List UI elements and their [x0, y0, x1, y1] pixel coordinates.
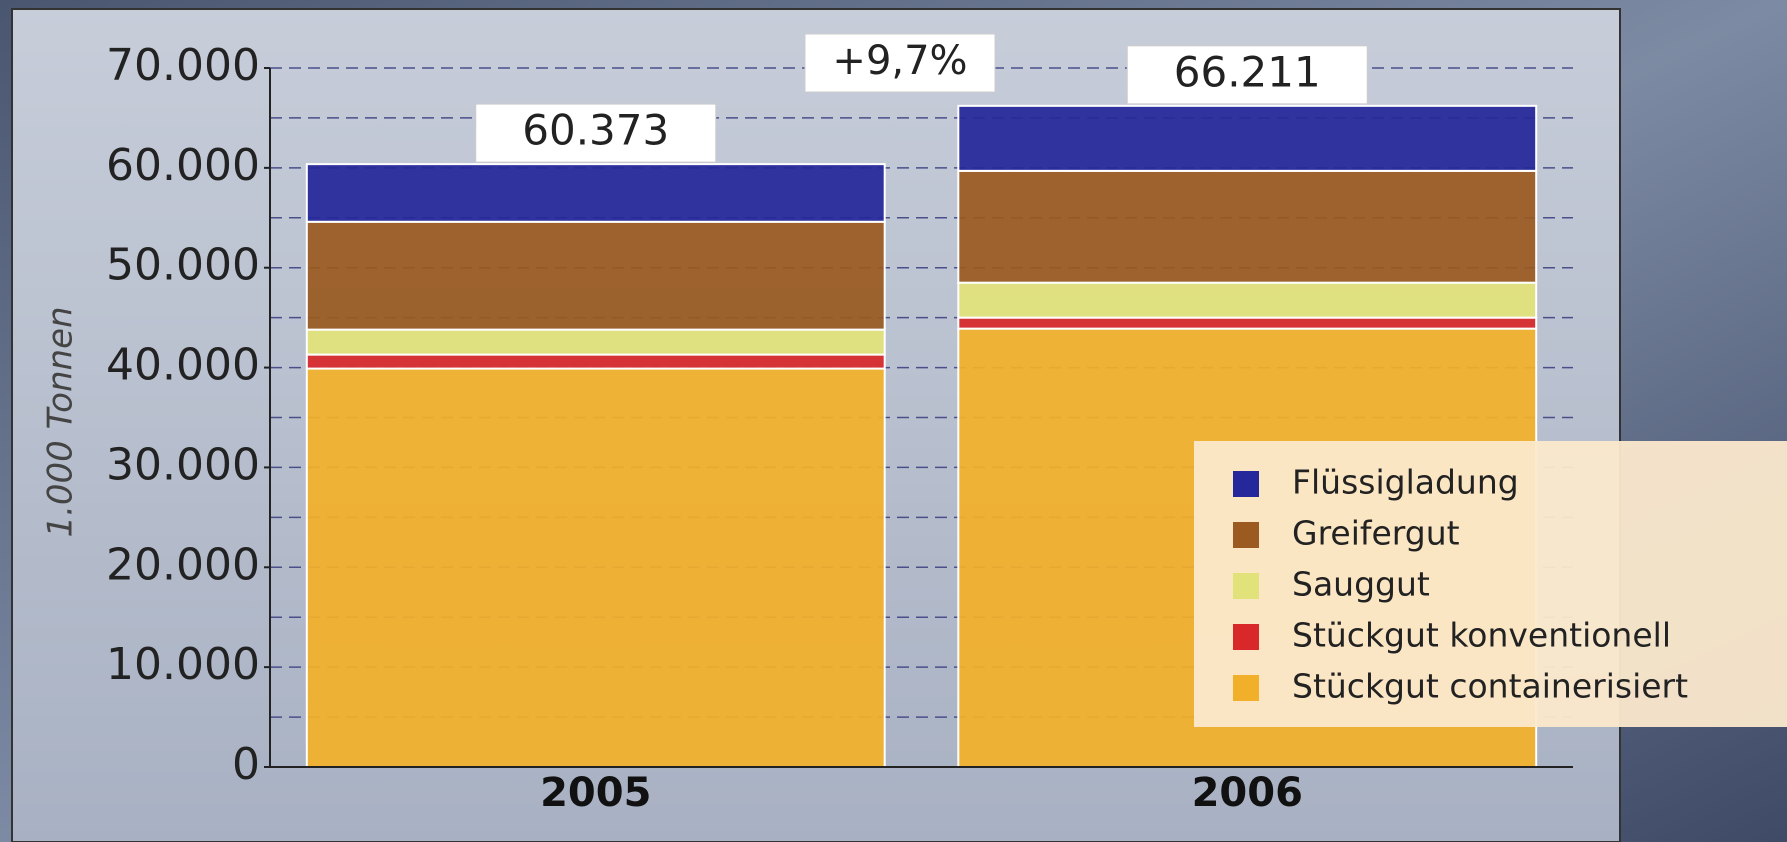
legend-label: Sauggut	[1292, 565, 1430, 604]
y-tick-label: 60.000	[106, 140, 260, 191]
legend-swatch	[1233, 471, 1259, 497]
y-tick-label: 50.000	[106, 240, 260, 291]
y-tick-label: 40.000	[106, 340, 260, 391]
y-axis-label: 1.000 Tonnen	[41, 306, 81, 537]
bar-segment	[305, 220, 886, 331]
bar-segment	[305, 328, 886, 356]
bar-segment	[957, 169, 1538, 284]
y-tick-label: 0	[232, 739, 260, 790]
x-tick-label: 2006	[1192, 770, 1303, 816]
total-label: 60.373	[522, 106, 669, 155]
y-tick-label: 70.000	[106, 40, 260, 91]
y-tick-label: 30.000	[106, 439, 260, 490]
x-tick-label: 2005	[540, 770, 651, 816]
legend-swatch	[1233, 522, 1259, 548]
legend-swatch	[1233, 573, 1259, 599]
legend-swatch	[1233, 675, 1259, 701]
total-box	[1126, 45, 1368, 105]
legend-box	[1194, 441, 1787, 727]
y-tick-label: 20.000	[106, 539, 260, 590]
annotation-box	[804, 33, 996, 93]
bar-segment	[305, 367, 886, 768]
legend-label: Stückgut konventionell	[1292, 616, 1671, 655]
bar-segment	[957, 104, 1538, 172]
bar-segment	[305, 163, 886, 223]
legend-label: Greifergut	[1292, 514, 1460, 553]
bar-segment	[957, 281, 1538, 319]
legend-swatch	[1233, 624, 1259, 650]
total-label: 66.211	[1174, 47, 1321, 96]
legend-label: Stückgut containerisiert	[1292, 667, 1688, 706]
bar-segment	[957, 316, 1538, 330]
annotation: +9,7%	[832, 38, 967, 84]
bar-segment	[305, 353, 886, 370]
y-tick-label: 10.000	[106, 639, 260, 690]
total-box	[475, 103, 717, 163]
legend-label: Flüssigladung	[1292, 463, 1519, 502]
